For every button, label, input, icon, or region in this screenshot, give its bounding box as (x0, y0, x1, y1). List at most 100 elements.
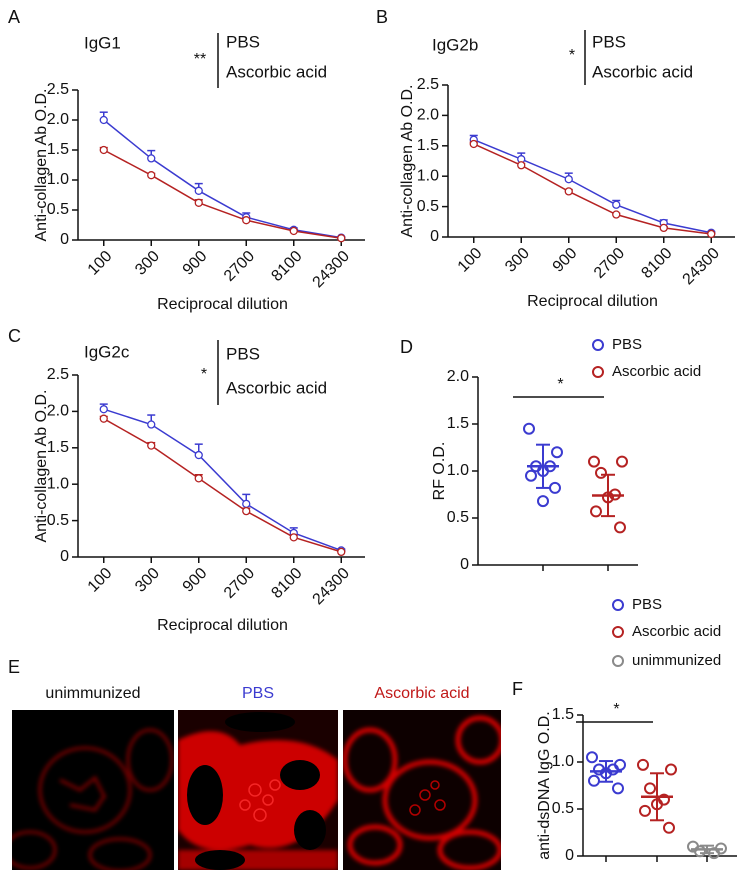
point (99, 405, 108, 414)
x-tick-label: 100 (455, 245, 486, 276)
significance: ** (194, 51, 206, 68)
y-tick-label: 0.5 (47, 512, 69, 529)
y-tick-label: 2.5 (47, 366, 69, 383)
panel-letter: C (8, 326, 21, 346)
y-tick-label: 0.5 (417, 198, 439, 215)
y-tick-label: 2.0 (447, 368, 469, 385)
y-tick-label: 0 (430, 228, 439, 245)
y-axis: 0 0.5 1.0 1.5 2.0 2.5 Anti-collagen Ab O.D. C (8, 326, 79, 565)
y-tick-label: 1.5 (47, 141, 69, 158)
x-tick-label: 900 (180, 565, 211, 596)
micrograph (343, 710, 501, 870)
point (588, 455, 600, 468)
y-tick-label: 0.5 (447, 509, 469, 526)
y-tick-label: 0 (565, 847, 574, 864)
y-tick-label: 1.0 (447, 462, 469, 479)
significance: * (569, 47, 575, 64)
point (564, 175, 573, 184)
x-tick-label: 8100 (268, 565, 305, 602)
chart-title: IgG2c (84, 342, 130, 361)
group (586, 751, 626, 795)
y-tick-label: 2.5 (47, 81, 69, 98)
legend-marker (612, 655, 624, 667)
y-tick-label: 1.0 (47, 171, 69, 188)
legend-label: PBS (612, 336, 642, 353)
point (242, 499, 251, 509)
point (612, 782, 624, 795)
point (99, 145, 108, 155)
y-tick-label: 1.5 (47, 439, 69, 456)
legend-label: PBS (226, 344, 260, 363)
legend-label: Ascorbic acid (612, 363, 701, 380)
chart-title: IgG2b (432, 35, 478, 54)
x-tick-label: 2700 (591, 245, 628, 282)
line (103, 149, 342, 239)
y-tick-label: 0 (60, 548, 69, 565)
legend-marker (612, 599, 624, 611)
point (469, 139, 478, 149)
legend-marker (592, 366, 604, 378)
y-tick-label: 2.5 (417, 76, 439, 93)
y-tick-label: 0.5 (47, 201, 69, 218)
line (473, 139, 712, 234)
y-tick-label: 0 (60, 231, 69, 248)
x-axis-label: Reciprocal dilution (157, 296, 288, 313)
x-tick-label: 300 (132, 248, 163, 279)
point (644, 782, 656, 795)
series (99, 403, 346, 555)
panel-letter: B (376, 7, 388, 27)
legend-label: unimmunized (632, 652, 721, 669)
legend-label: PBS (632, 596, 662, 613)
series (469, 139, 716, 239)
image-caption: unimmunized (45, 685, 140, 702)
y-axis-label: Anti-collagen Ab O.D. (399, 85, 416, 238)
point (99, 115, 108, 125)
series (99, 111, 346, 242)
x-tick-label: 8100 (638, 245, 675, 282)
point (525, 469, 537, 482)
point (194, 474, 203, 483)
point (665, 763, 677, 776)
point (147, 154, 156, 163)
line (103, 119, 342, 239)
x-tick-label: 100 (85, 248, 116, 279)
x-tick-label: 24300 (310, 248, 354, 292)
point (663, 821, 675, 834)
legend-label: PBS (592, 32, 626, 51)
group (687, 840, 727, 860)
point (707, 229, 716, 239)
legend-label: PBS (226, 32, 260, 51)
group (588, 455, 628, 534)
y-axis-label: anti-dsDNA IgG O.D. (536, 711, 553, 860)
y-tick-label: 1.0 (552, 753, 574, 770)
point (99, 414, 108, 423)
y-tick-label: 1.0 (417, 167, 439, 184)
group (637, 758, 677, 834)
series (99, 414, 346, 557)
line (103, 408, 342, 552)
micrograph (178, 710, 338, 870)
point (147, 420, 156, 429)
x-tick-label: 2700 (221, 565, 258, 602)
point (588, 774, 600, 787)
x-tick-label: 24300 (680, 245, 724, 289)
point (639, 804, 651, 817)
point (537, 495, 549, 508)
point (242, 506, 251, 516)
y-axis-label: Anti-collagen Ab O.D. (33, 89, 50, 242)
y-axis: 0 0.5 1.0 1.5 2.0 RF O.D. D (400, 337, 479, 573)
point (612, 210, 621, 219)
point (337, 234, 346, 243)
significance: * (613, 701, 619, 718)
point (523, 422, 535, 435)
point (337, 547, 346, 557)
line (103, 418, 342, 553)
x-tick-label: 24300 (310, 565, 354, 609)
point (659, 223, 668, 233)
point (147, 441, 156, 450)
point (194, 450, 203, 460)
